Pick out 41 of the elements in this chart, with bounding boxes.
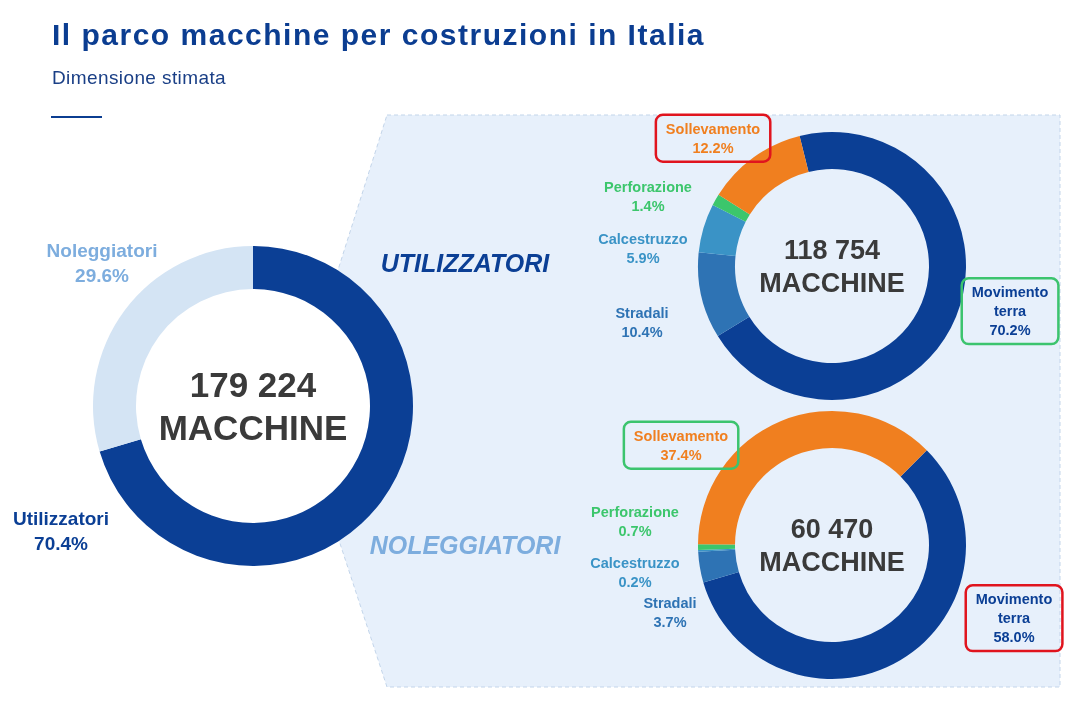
text: 179 224 — [189, 365, 317, 405]
data-label: 5.9% — [626, 249, 660, 266]
slice-label: Sollevamento — [665, 120, 761, 137]
data-label: 70.2% — [989, 322, 1031, 339]
slice-label: Sollevamento — [633, 427, 729, 444]
donut-slice — [698, 549, 739, 583]
data-label: 70.4% — [34, 533, 89, 555]
slice-label: Utilizzatori — [12, 508, 110, 530]
text: MACCHINE — [759, 268, 905, 299]
data-label: 10.4% — [621, 323, 663, 340]
donut-slice — [703, 450, 966, 679]
data-label: 0.7% — [618, 522, 652, 539]
donut-slice — [712, 194, 750, 222]
text: MACCHINE — [759, 547, 905, 578]
data-label: 29.6% — [75, 265, 130, 287]
slice-label: Movimento terra — [975, 591, 1053, 627]
chart-subtitle: Dimensione stimata — [52, 67, 227, 88]
data-label: 58.0% — [993, 629, 1035, 646]
chart-title: Il parco macchine per costruzioni in Italia — [52, 18, 705, 51]
text: 118 754 — [783, 235, 881, 266]
slice-label: Perforazione — [591, 503, 679, 520]
data-label: 1.4% — [631, 197, 665, 214]
donut-slice — [698, 204, 746, 257]
text: 60 470 — [790, 514, 874, 545]
slice-label: Stradali — [643, 594, 697, 611]
text: MACCHINE — [158, 407, 348, 447]
text: NOLEGGIATORI — [369, 531, 562, 559]
donut-slice — [698, 544, 736, 551]
data-label: 0.2% — [618, 573, 652, 590]
slice-label: Movimento terra — [971, 284, 1049, 320]
donut-slice — [698, 252, 750, 337]
data-label: 37.4% — [660, 446, 702, 463]
donut-slice — [698, 548, 736, 552]
text: UTILIZZATORI — [380, 249, 551, 277]
data-label: 3.7% — [653, 613, 687, 630]
slice-label: Stradali — [615, 304, 669, 321]
slice-label: Noleggiatori — [46, 240, 158, 262]
slice-label: Calcestruzzo — [598, 230, 688, 247]
slice-label: Calcestruzzo — [590, 554, 680, 571]
slice-label: Perforazione — [604, 178, 692, 195]
data-label: 12.2% — [692, 139, 734, 156]
